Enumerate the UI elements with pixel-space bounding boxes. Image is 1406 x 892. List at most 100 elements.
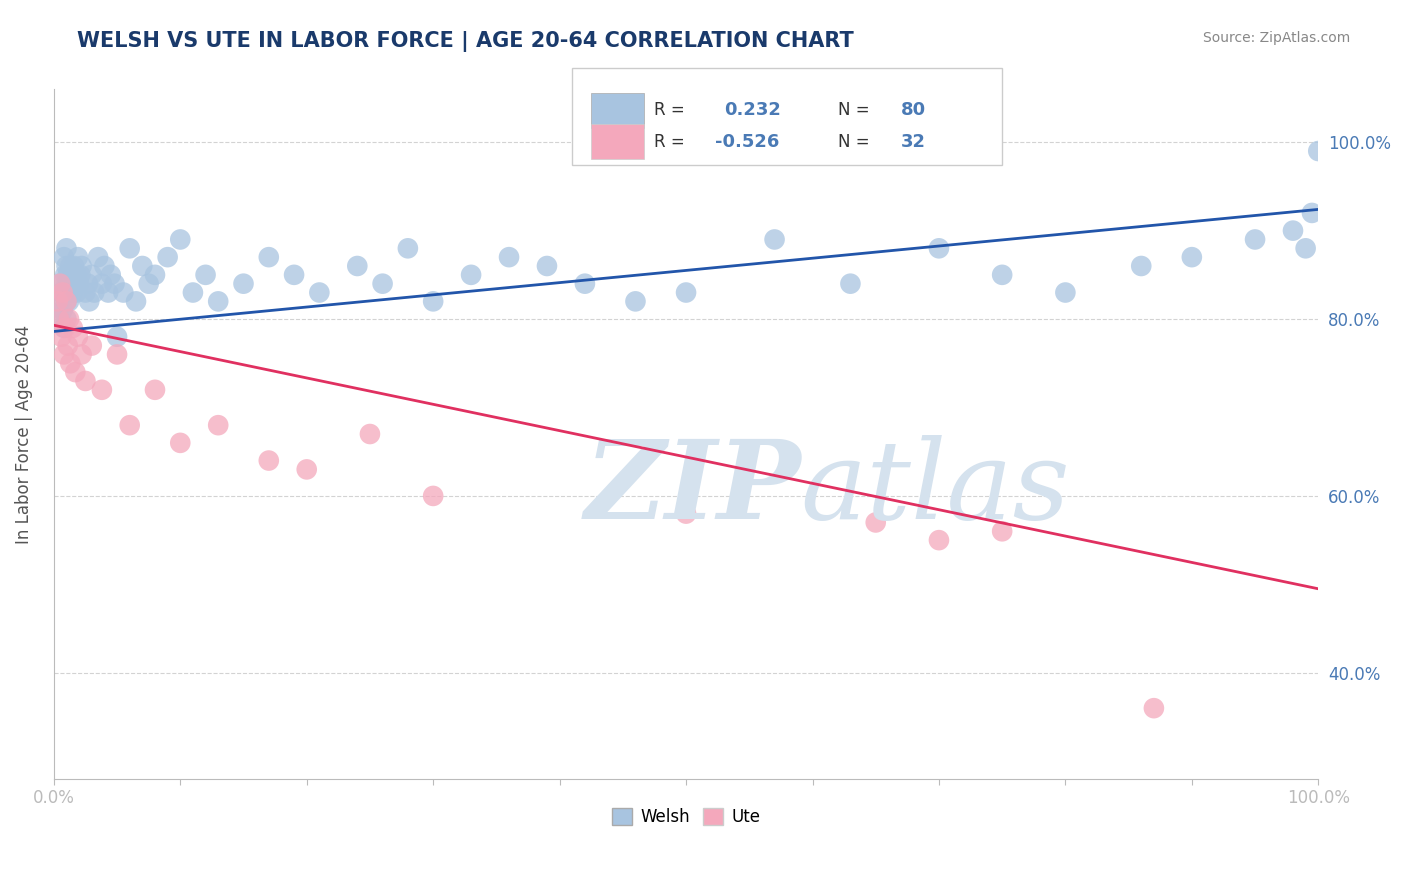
Point bbox=[295, 462, 318, 476]
FancyBboxPatch shape bbox=[591, 124, 644, 160]
Point bbox=[422, 489, 444, 503]
Point bbox=[69, 268, 91, 282]
Point bbox=[93, 259, 115, 273]
Point bbox=[169, 232, 191, 246]
Point bbox=[52, 347, 75, 361]
Point bbox=[763, 232, 786, 246]
Text: 80: 80 bbox=[901, 102, 927, 120]
Point bbox=[460, 268, 482, 282]
Point bbox=[498, 250, 520, 264]
Point bbox=[55, 294, 77, 309]
Point bbox=[80, 338, 103, 352]
Point bbox=[105, 330, 128, 344]
Point bbox=[52, 303, 75, 318]
Point bbox=[131, 259, 153, 273]
Point bbox=[207, 418, 229, 433]
Text: R =: R = bbox=[654, 133, 685, 151]
Point bbox=[928, 533, 950, 548]
Point bbox=[55, 294, 77, 309]
Text: R =: R = bbox=[654, 102, 685, 120]
Point bbox=[49, 277, 72, 291]
FancyBboxPatch shape bbox=[591, 93, 644, 128]
Point bbox=[991, 268, 1014, 282]
Point bbox=[1143, 701, 1166, 715]
Point bbox=[83, 285, 105, 300]
Point bbox=[97, 285, 120, 300]
Point bbox=[62, 285, 84, 300]
Point bbox=[77, 277, 100, 291]
Text: Source: ZipAtlas.com: Source: ZipAtlas.com bbox=[1202, 31, 1350, 45]
Point bbox=[60, 277, 83, 291]
Point bbox=[65, 365, 87, 379]
Point bbox=[624, 294, 647, 309]
Point bbox=[90, 383, 112, 397]
Point bbox=[55, 259, 77, 273]
Point bbox=[308, 285, 330, 300]
Point bbox=[56, 268, 79, 282]
Point bbox=[65, 268, 87, 282]
Point bbox=[56, 285, 79, 300]
Point bbox=[257, 453, 280, 467]
Point bbox=[62, 321, 84, 335]
Point bbox=[991, 524, 1014, 539]
Point bbox=[63, 259, 86, 273]
Point bbox=[67, 277, 90, 291]
Point bbox=[59, 285, 82, 300]
Point bbox=[77, 294, 100, 309]
Point bbox=[53, 321, 76, 335]
Point bbox=[62, 268, 84, 282]
Point bbox=[58, 312, 80, 326]
Text: WELSH VS UTE IN LABOR FORCE | AGE 20-64 CORRELATION CHART: WELSH VS UTE IN LABOR FORCE | AGE 20-64 … bbox=[77, 31, 853, 53]
Point bbox=[56, 338, 79, 352]
Point bbox=[53, 285, 76, 300]
Point bbox=[66, 330, 89, 344]
Point bbox=[55, 241, 77, 255]
Point bbox=[80, 268, 103, 282]
Point bbox=[70, 259, 93, 273]
Point bbox=[100, 268, 122, 282]
Point bbox=[194, 268, 217, 282]
Legend: Welsh, Ute: Welsh, Ute bbox=[605, 801, 768, 832]
Point bbox=[1295, 241, 1317, 255]
Point bbox=[58, 277, 80, 291]
Point bbox=[46, 294, 69, 309]
Point bbox=[112, 285, 135, 300]
Point bbox=[52, 321, 75, 335]
Point bbox=[65, 285, 87, 300]
Point bbox=[138, 277, 160, 291]
Text: 0.232: 0.232 bbox=[724, 102, 780, 120]
Point bbox=[232, 277, 254, 291]
Point bbox=[346, 259, 368, 273]
Point bbox=[574, 277, 596, 291]
Point bbox=[143, 383, 166, 397]
Point bbox=[1181, 250, 1204, 264]
Point bbox=[181, 285, 204, 300]
Y-axis label: In Labor Force | Age 20-64: In Labor Force | Age 20-64 bbox=[15, 325, 32, 543]
Point bbox=[75, 374, 97, 388]
Point bbox=[75, 285, 97, 300]
Point bbox=[156, 250, 179, 264]
Point bbox=[49, 294, 72, 309]
Point bbox=[53, 268, 76, 282]
FancyBboxPatch shape bbox=[572, 69, 1002, 165]
Point bbox=[283, 268, 305, 282]
Point bbox=[928, 241, 950, 255]
Point bbox=[1130, 259, 1153, 273]
Point bbox=[396, 241, 419, 255]
Point bbox=[49, 277, 72, 291]
Point bbox=[118, 418, 141, 433]
Point bbox=[103, 277, 125, 291]
Point bbox=[49, 312, 72, 326]
Point bbox=[51, 330, 73, 344]
Point bbox=[143, 268, 166, 282]
Point bbox=[1244, 232, 1267, 246]
Text: N =: N = bbox=[838, 133, 869, 151]
Point bbox=[58, 294, 80, 309]
Point bbox=[675, 507, 697, 521]
Point bbox=[59, 259, 82, 273]
Point bbox=[105, 347, 128, 361]
Point bbox=[536, 259, 558, 273]
Point bbox=[1308, 144, 1330, 158]
Point bbox=[1054, 285, 1077, 300]
Text: atlas: atlas bbox=[800, 435, 1070, 543]
